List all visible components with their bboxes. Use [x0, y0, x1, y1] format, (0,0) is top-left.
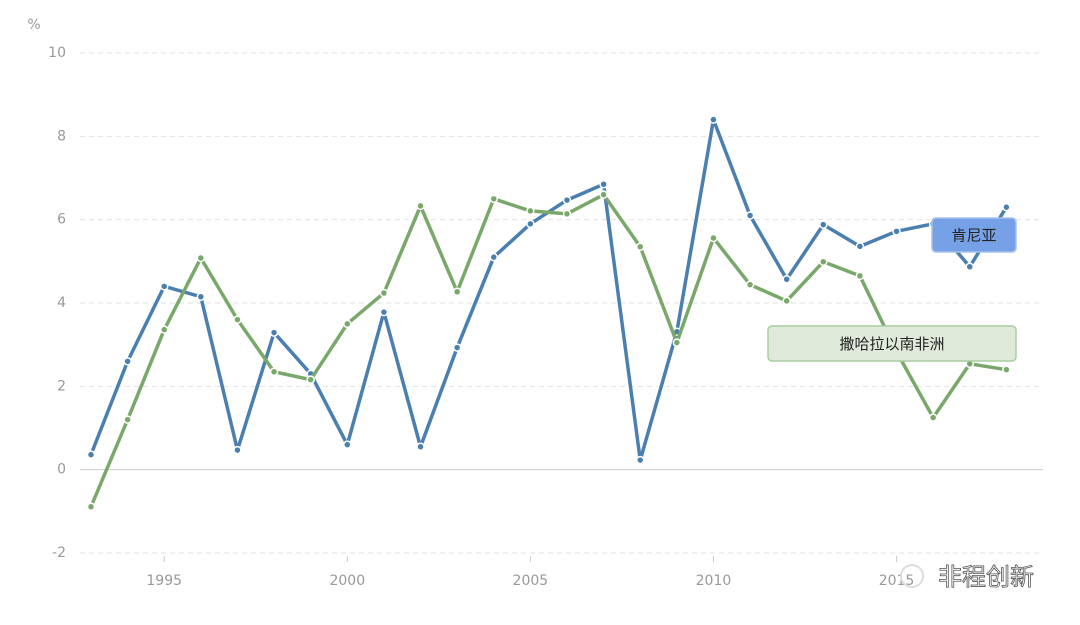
point — [159, 325, 169, 334]
watermark-icon — [900, 564, 924, 588]
point — [892, 227, 901, 236]
point — [86, 450, 96, 459]
point — [233, 445, 242, 455]
y-tick-label: 8 — [57, 128, 66, 144]
y-axis-label: % — [27, 17, 40, 33]
point — [599, 190, 608, 199]
point — [489, 194, 499, 204]
point — [306, 375, 315, 384]
point — [635, 242, 645, 251]
point — [672, 338, 682, 347]
point — [782, 296, 791, 306]
point — [709, 233, 718, 243]
point — [196, 292, 206, 301]
point — [269, 367, 279, 376]
point — [379, 288, 389, 298]
point — [562, 209, 572, 219]
point — [196, 253, 206, 263]
point — [86, 502, 96, 511]
y-tick-label: 0 — [57, 462, 66, 478]
point — [928, 413, 938, 422]
point — [562, 195, 572, 205]
point — [855, 242, 865, 251]
point — [233, 315, 242, 324]
point — [526, 206, 535, 216]
point — [782, 275, 791, 284]
point — [819, 257, 828, 266]
point — [855, 271, 865, 281]
point — [526, 219, 535, 229]
point — [599, 180, 608, 189]
point — [452, 343, 462, 352]
series-label: 肯尼亚 — [951, 227, 996, 245]
point — [269, 328, 279, 337]
series-line — [89, 117, 1008, 462]
point — [343, 319, 352, 329]
series-label-box — [931, 217, 1017, 253]
point — [1002, 202, 1011, 212]
point — [452, 287, 462, 296]
watermark: 非程创新 — [938, 563, 1034, 591]
series-label: 撒哈拉以南非洲 — [839, 335, 944, 353]
series-label-box — [767, 325, 1017, 362]
x-tick-label: 2010 — [696, 573, 732, 589]
point — [416, 442, 425, 451]
point — [635, 455, 645, 465]
point — [709, 115, 718, 124]
point — [489, 252, 499, 262]
point — [745, 280, 755, 289]
series-line — [89, 192, 1007, 508]
x-tick-label: 2005 — [513, 573, 549, 589]
point — [379, 307, 389, 317]
point — [416, 201, 425, 211]
y-tick-label: 6 — [57, 212, 66, 228]
y-tick-label: -2 — [52, 545, 66, 561]
y-tick-label: 4 — [57, 295, 66, 311]
x-tick-label: 1995 — [146, 573, 182, 589]
y-tick-label: 2 — [57, 378, 66, 394]
point — [123, 357, 132, 366]
x-tick-label: 2000 — [329, 573, 365, 589]
point — [1002, 365, 1011, 374]
point — [819, 220, 828, 229]
point — [745, 211, 755, 220]
y-tick-label: 10 — [48, 45, 66, 61]
point — [123, 415, 132, 424]
point — [159, 282, 169, 291]
point — [343, 440, 352, 449]
point — [965, 262, 975, 271]
